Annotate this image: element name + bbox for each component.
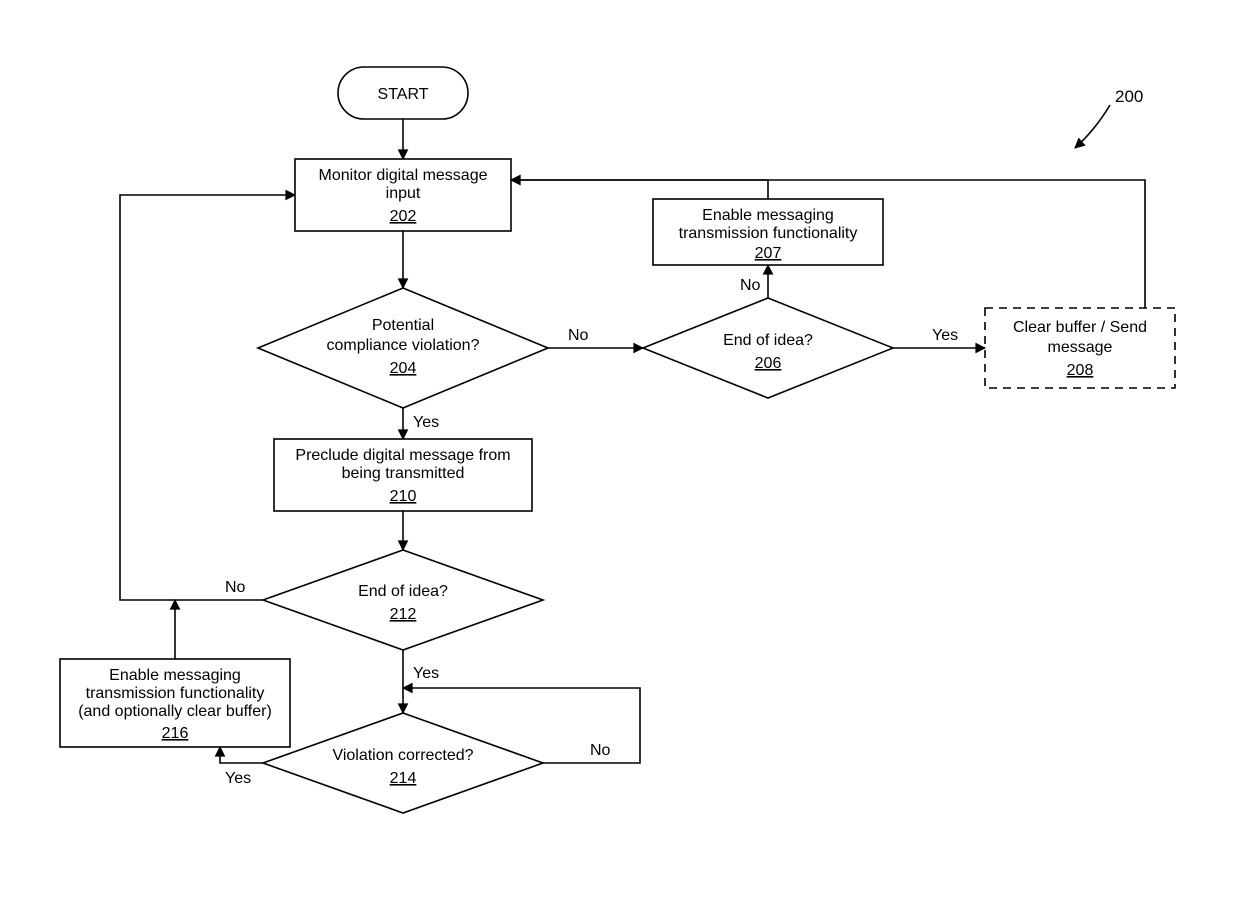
edge-214-216 — [220, 747, 263, 763]
n212-line1: End of idea? — [358, 583, 448, 600]
edge-207-202 — [511, 180, 768, 199]
label-206-no: No — [740, 277, 761, 294]
node-208: Clear buffer / Send message 208 — [985, 308, 1175, 388]
n208-line1: Clear buffer / Send — [1013, 319, 1147, 336]
edge-212-no — [120, 195, 295, 600]
label-212-no: No — [225, 579, 246, 596]
n212-ref: 212 — [390, 606, 417, 623]
node-206: End of idea? 206 — [643, 298, 893, 398]
label-214-no: No — [590, 742, 611, 759]
n208-ref: 208 — [1067, 362, 1094, 379]
node-207: Enable messaging transmission functional… — [653, 199, 883, 265]
label-206-yes: Yes — [932, 327, 958, 344]
node-212: End of idea? 212 — [263, 550, 543, 650]
n202-ref: 202 — [390, 208, 417, 225]
n204-line2: compliance violation? — [327, 337, 480, 354]
n214-line1: Violation corrected? — [332, 747, 473, 764]
n207-line1: Enable messaging — [702, 207, 834, 224]
node-214: Violation corrected? 214 — [263, 713, 543, 813]
n202-line1: Monitor digital message — [319, 167, 488, 184]
label-212-yes: Yes — [413, 665, 439, 682]
figure-label-text: 200 — [1115, 87, 1143, 106]
label-214-yes: Yes — [225, 770, 251, 787]
n206-ref: 206 — [755, 355, 782, 372]
n214-ref: 214 — [390, 770, 417, 787]
label-204-no: No — [568, 327, 589, 344]
n210-line2: being transmitted — [342, 465, 465, 482]
n210-line1: Preclude digital message from — [295, 447, 510, 464]
n210-ref: 210 — [390, 488, 417, 505]
flowchart-svg: START Monitor digital message input 202 … — [0, 0, 1240, 907]
n207-ref: 207 — [755, 245, 782, 262]
n216-line2: transmission functionality — [86, 685, 265, 702]
n216-line1: Enable messaging — [109, 667, 241, 684]
n216-ref: 216 — [162, 725, 189, 742]
n216-line3: (and optionally clear buffer) — [78, 703, 272, 720]
node-210: Preclude digital message from being tran… — [274, 439, 532, 511]
node-start: START — [338, 67, 468, 119]
node-216: Enable messaging transmission functional… — [60, 659, 290, 747]
n204-ref: 204 — [390, 360, 417, 377]
n202-line2: input — [386, 185, 421, 202]
start-label: START — [378, 86, 429, 103]
figure-label: 200 — [1075, 87, 1143, 148]
n208-line2: message — [1048, 339, 1113, 356]
n206-line1: End of idea? — [723, 332, 813, 349]
n207-line2: transmission functionality — [679, 225, 858, 242]
n204-line1: Potential — [372, 317, 434, 334]
node-202: Monitor digital message input 202 — [295, 159, 511, 231]
label-204-yes: Yes — [413, 414, 439, 431]
node-204: Potential compliance violation? 204 — [258, 288, 548, 408]
